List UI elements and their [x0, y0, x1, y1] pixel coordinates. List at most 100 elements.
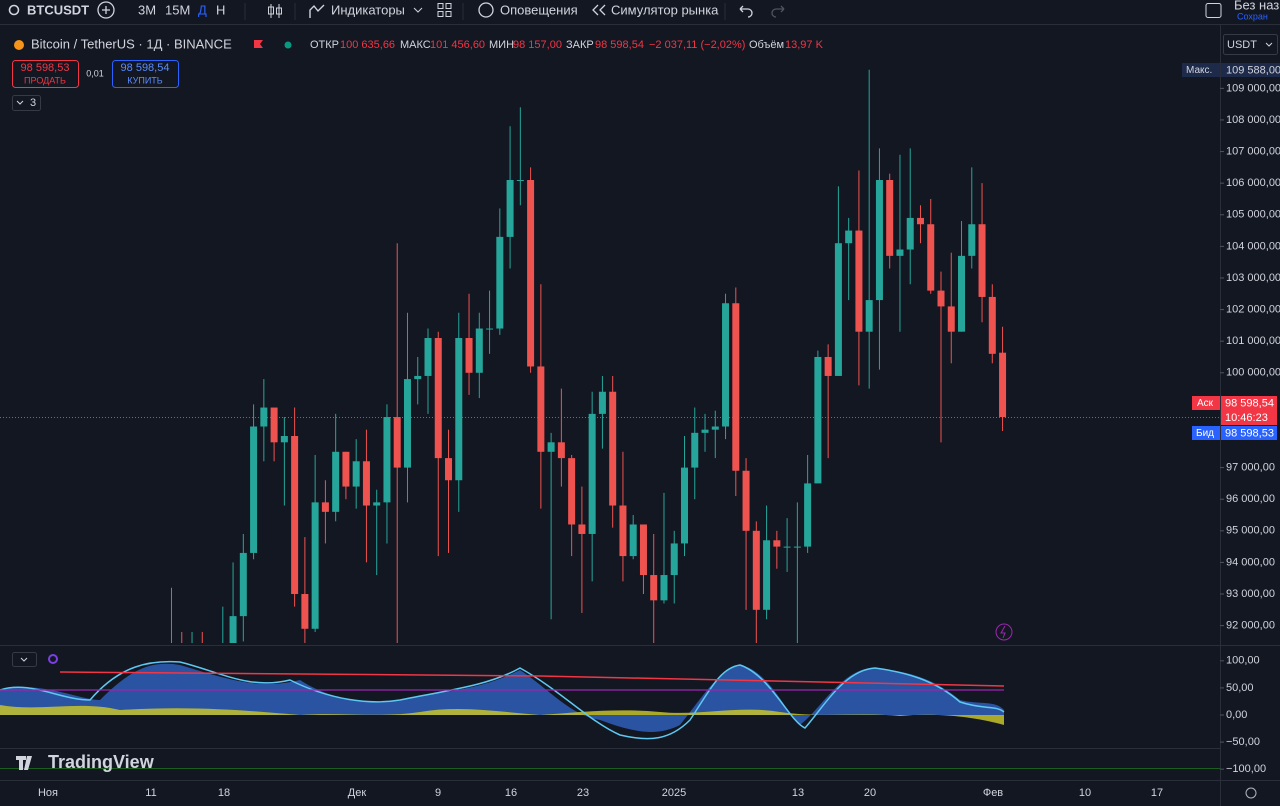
candle-body — [229, 616, 237, 643]
candle-body — [968, 224, 976, 256]
candle-body — [362, 461, 370, 506]
candle-body — [383, 417, 391, 503]
symbol[interactable]: BTCUSDT — [27, 2, 89, 17]
bid-price-tag — [1221, 426, 1277, 440]
sell-button[interactable] — [12, 60, 79, 88]
pane-toggle[interactable] — [12, 652, 37, 667]
legend-value: 98 598,54 — [595, 39, 644, 51]
replay-button[interactable]: Симулятор рынка — [611, 2, 719, 17]
y-tick-label: 93 000,00 — [1226, 588, 1275, 600]
x-tick-label: 13 — [792, 787, 804, 799]
candle-body — [516, 179, 524, 181]
y-tick-label: 104 000,00 — [1226, 240, 1280, 252]
x-tick-label: 20 — [864, 787, 876, 799]
coin-icon — [14, 40, 24, 50]
currency[interactable]: USDT — [1227, 39, 1257, 51]
dropdown[interactable] — [413, 7, 423, 13]
x-tick-label: 11 — [145, 787, 156, 799]
indicator-tick-label: −100,00 — [1226, 763, 1266, 775]
interval[interactable]: Н — [216, 2, 225, 17]
legend-value: 100 635,66 — [340, 39, 395, 51]
candle-body — [783, 546, 791, 548]
currency-button[interactable] — [1223, 34, 1278, 55]
candle-body — [804, 483, 812, 547]
indicator-count: 3 — [30, 97, 36, 109]
undo[interactable] — [739, 5, 753, 18]
y-tick-label: 102 000,00 — [1226, 303, 1280, 315]
candle-body — [639, 524, 647, 576]
bid-tag — [1192, 426, 1220, 440]
chart-type-icon — [276, 7, 282, 15]
indicator-tick-label: 50,00 — [1226, 682, 1254, 694]
interval[interactable]: 15М — [165, 2, 190, 17]
ask-price-tag — [1221, 396, 1277, 425]
legend-label: Объём — [749, 39, 784, 51]
candle-body — [321, 502, 329, 512]
candle-body — [537, 366, 545, 452]
oscillator-line — [0, 660, 1005, 740]
candle-body — [793, 546, 801, 548]
symbol-title: Bitcoin / TetherUS · 1Д · BINANCE — [31, 36, 232, 51]
indicators-button[interactable]: Индикаторы — [331, 2, 405, 17]
add-symbol[interactable] — [97, 1, 115, 19]
legend-change: −2 037,11 (−2,02%) — [649, 39, 745, 51]
candle-body — [239, 552, 247, 617]
candle-body — [701, 429, 709, 433]
max-price: 109 588,00 — [1226, 64, 1280, 76]
search-icon[interactable] — [8, 4, 20, 16]
alerts-button[interactable]: Оповещения — [500, 2, 578, 17]
flag[interactable] — [254, 40, 263, 48]
candle-body — [691, 432, 699, 468]
chevron — [1265, 42, 1273, 47]
buy-button[interactable] — [112, 60, 179, 88]
interval-active[interactable]: Д — [198, 2, 207, 17]
candle-body — [588, 413, 596, 534]
alert-bolt[interactable] — [995, 623, 1013, 641]
countdown: 10:46:23 — [1225, 412, 1268, 424]
candle-body — [834, 243, 842, 376]
candle-body — [496, 236, 504, 329]
chevron — [16, 100, 24, 105]
interval[interactable]: 3М — [138, 2, 156, 17]
candle-body — [270, 407, 278, 443]
candles — [171, 69, 1007, 643]
candle-body — [352, 461, 360, 487]
candle-body — [711, 426, 719, 430]
candle-body — [814, 356, 822, 484]
legend-value: 13,97 K — [785, 39, 824, 51]
chart-type-icon[interactable] — [270, 4, 280, 18]
alerts-icon — [478, 2, 494, 18]
ask-tag — [1192, 396, 1220, 410]
oscillator — [0, 660, 1005, 740]
candle-body — [568, 458, 576, 525]
candle-body — [598, 391, 606, 414]
candle-body — [845, 230, 853, 244]
layout-icon[interactable] — [1205, 3, 1222, 18]
max-label: Макс. — [1186, 65, 1212, 76]
saved-status: Сохран — [1237, 11, 1268, 21]
toolbar — [0, 0, 1280, 24]
candle-body — [373, 502, 381, 506]
settings[interactable] — [1245, 787, 1257, 799]
indicator-tick-label: 0,00 — [1226, 709, 1247, 721]
y-tick-label: 103 000,00 — [1226, 272, 1280, 284]
x-tick-label: Ноя — [38, 787, 58, 799]
candle-body — [475, 328, 483, 373]
candle-body — [875, 179, 883, 301]
candle-body — [988, 296, 996, 354]
templates-icon[interactable] — [437, 3, 452, 17]
indicator-tick-label: 100,00 — [1226, 655, 1260, 667]
indicators-toggle[interactable] — [12, 95, 41, 111]
ask-label: Аск — [1197, 398, 1214, 409]
x-tick-label: 23 — [577, 787, 589, 799]
candle-body — [670, 543, 678, 576]
candle-body — [763, 540, 771, 610]
y-tick-label: 101 000,00 — [1226, 335, 1280, 347]
candle-body — [916, 217, 924, 225]
spread: 0,01 — [86, 68, 104, 78]
layout-name[interactable]: Без назв — [1234, 0, 1280, 12]
redo[interactable] — [771, 5, 785, 18]
bid-label: Бид — [1196, 428, 1214, 439]
candle-body — [465, 338, 473, 373]
